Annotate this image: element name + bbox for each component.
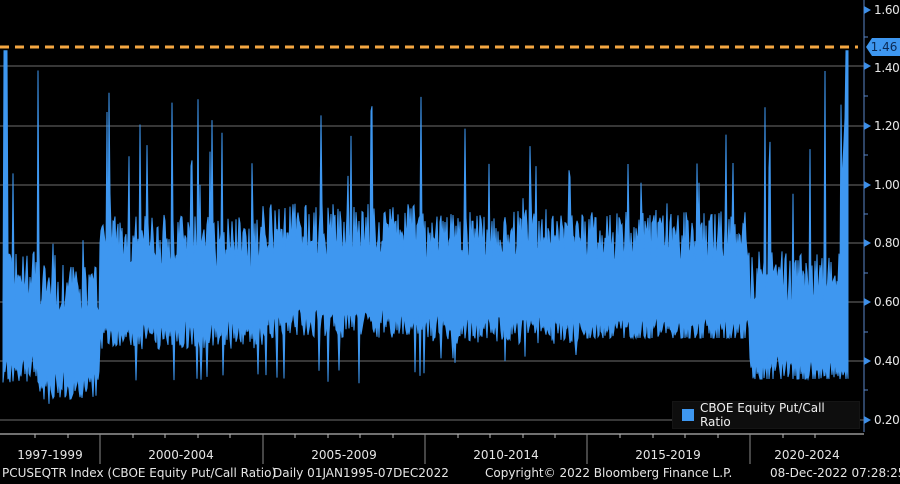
y-tick-arrow-icon [864,6,871,14]
y-tick-arrow-icon [864,239,871,247]
legend: CBOE Equity Put/Call Ratio [672,401,860,429]
footer-timestamp: 08-Dec-2022 07:28:25 [770,466,900,480]
x-category-label: 2010-2014 [473,448,539,462]
footer-range: Daily 01JAN1995-07DEC2022 [273,466,449,480]
y-tick-label: 1.40 [874,61,900,75]
x-category-label: 2005-2009 [311,448,377,462]
x-category-label: 1997-1999 [17,448,83,462]
x-axis-ticks [34,434,816,438]
x-category-label: 2020-2024 [774,448,840,462]
footer-security: PCUSEQTR Index (CBOE Equity Put/Call Rat… [2,466,277,480]
y-axis-minor-ticks [864,36,868,391]
y-tick-arrow-icon [864,62,871,70]
y-tick-arrow-icon [864,298,871,306]
put-call-ratio-series [2,50,849,404]
x-category-label: 2000-2004 [148,448,214,462]
y-tick-label: 0.20 [874,413,900,427]
y-tick-arrow-icon [864,122,871,130]
y-tick-label: 1.60 [874,3,900,17]
y-tick-arrow-icon [864,181,871,189]
x-axis-period-separators [99,434,751,464]
footer-copyright: Copyright© 2022 Bloomberg Finance L.P. [485,466,733,480]
y-tick-label: 0.60 [874,295,900,309]
y-tick-label: 1.20 [874,119,900,133]
y-tick-label: 1.00 [874,178,900,192]
last-value-badge: 1.46 [866,38,900,56]
legend-label: CBOE Equity Put/Call Ratio [699,401,825,429]
y-tick-label: 0.80 [874,236,900,250]
y-tick-arrow-icon [864,357,871,365]
legend-swatch-icon [682,409,694,421]
y-tick-label: 0.40 [874,354,900,368]
x-category-label: 2015-2019 [635,448,701,462]
y-tick-arrow-icon [864,416,871,424]
